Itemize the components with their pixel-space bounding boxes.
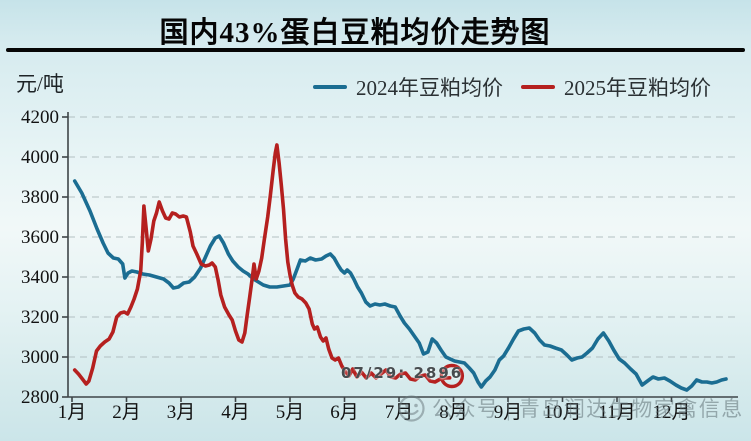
svg-text:3600: 3600 xyxy=(21,227,59,248)
legend: 2024年豆粕均价 2025年豆粕均价 xyxy=(0,76,751,100)
svg-text:3000: 3000 xyxy=(21,347,59,368)
svg-text:3月: 3月 xyxy=(167,402,196,423)
svg-text:1月: 1月 xyxy=(58,402,87,423)
svg-text:9月: 9月 xyxy=(494,402,523,423)
wechat-face-icon xyxy=(398,394,425,422)
legend-item-2024: 2024年豆粕均价 xyxy=(313,76,503,100)
title-divider xyxy=(6,48,745,52)
svg-text:11月: 11月 xyxy=(598,402,635,423)
price-annotation: 07/29: 2896 xyxy=(341,364,464,382)
legend-label-2025: 2025年豆粕均价 xyxy=(564,76,711,100)
svg-text:12月: 12月 xyxy=(652,402,690,423)
legend-item-2025: 2025年豆粕均价 xyxy=(521,76,711,100)
svg-text:6月: 6月 xyxy=(330,402,359,423)
svg-text:4200: 4200 xyxy=(21,107,59,128)
svg-text:4月: 4月 xyxy=(221,402,250,423)
svg-text:3800: 3800 xyxy=(21,187,59,208)
svg-text:3200: 3200 xyxy=(21,307,59,328)
svg-text:2月: 2月 xyxy=(112,402,141,423)
y-axis-unit-label: 元/吨 xyxy=(16,72,64,96)
page-title: 国内43%蛋白豆粕均价走势图 xyxy=(159,17,551,49)
svg-text:5月: 5月 xyxy=(276,402,305,423)
svg-text:10月: 10月 xyxy=(543,402,581,423)
svg-text:3400: 3400 xyxy=(21,267,59,288)
svg-text:8月: 8月 xyxy=(439,402,468,423)
svg-text:2800: 2800 xyxy=(21,387,59,408)
legend-line-2024-icon xyxy=(313,85,347,89)
watermark: 公众号 | 青岛润达生物家禽信息 xyxy=(398,393,744,423)
svg-text:4000: 4000 xyxy=(21,147,59,168)
legend-label-2024: 2024年豆粕均价 xyxy=(356,76,503,100)
legend-line-2025-icon xyxy=(521,85,555,89)
watermark-text: 公众号 | 青岛润达生物家禽信息 xyxy=(432,397,744,421)
